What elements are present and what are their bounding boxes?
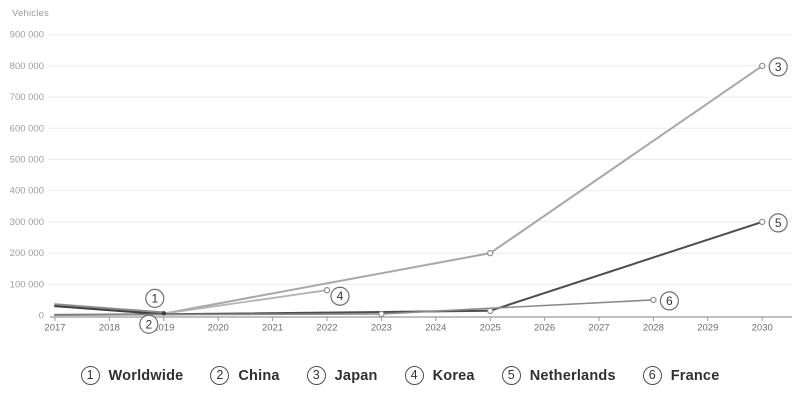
y-tick-label: 800 000 [10,61,44,72]
callout-number-china: 2 [145,317,152,331]
y-tick-label: 400 000 [10,186,44,197]
legend-number-netherlands: 5 [501,366,521,385]
y-tick-label: 100 000 [10,279,44,290]
callout-number-korea: 4 [337,289,344,303]
y-tick-label: 500 000 [10,155,44,166]
legend-number-japan: 3 [306,366,326,385]
legend-item-korea: 4 Korea [404,366,475,385]
series-line-china [54,305,165,316]
x-tick-label: 2028 [643,323,664,334]
legend-label-worldwide: Worldwide [108,367,184,384]
data-marker-japan [759,62,766,70]
x-tick-label: 2022 [316,323,337,334]
x-tick-label: 2017 [44,323,65,334]
callout-circle-china [139,314,159,334]
callout-number-france: 6 [666,294,673,308]
callout-number-japan: 3 [775,60,782,74]
legend: 1 Worldwide 2 China 3 Japan 4 Korea 5 Netherlands… [0,366,800,385]
legend-item-japan: 3 Japan [306,366,378,385]
legend-number-korea: 4 [404,366,424,385]
legend-label-china: China [238,367,280,384]
x-tick-label: 2020 [208,323,229,334]
legend-label-france: France [670,367,720,384]
data-marker-netherlands [487,307,494,315]
data-marker-france [650,296,657,304]
callout-circle-france [659,291,680,311]
legend-label-netherlands: Netherlands [529,367,616,384]
x-tick-label: 2019 [153,323,174,334]
legend-item-netherlands: 5 Netherlands [501,366,616,385]
y-axis-title: Vehicles [12,8,49,19]
legend-number-worldwide: 1 [80,366,100,385]
junction-marker [161,311,166,316]
x-tick-label: 2018 [99,323,120,334]
series-line-france [54,299,655,316]
x-tick-label: 2025 [480,323,501,334]
x-tick-label: 2026 [534,323,555,334]
legend-label-japan: Japan [334,367,378,384]
callout-circle-japan [768,57,788,77]
series-line-japan [162,64,764,315]
y-tick-label: 700 000 [10,92,44,103]
legend-label-korea: Korea [432,367,475,384]
y-tick-label: 900 000 [10,30,44,41]
y-tick-label: 0 [39,311,44,322]
x-tick-label: 2023 [371,323,392,334]
data-marker-japan [487,249,494,257]
legend-item-worldwide: 1 Worldwide [80,366,184,385]
legend-item-china: 2 China [210,366,279,385]
callout-circle-netherlands [768,213,788,233]
x-tick-label: 2030 [752,323,773,334]
legend-number-france: 6 [642,366,662,385]
y-tick-label: 300 000 [10,217,44,228]
x-tick-label: 2029 [697,323,718,334]
data-marker-netherlands [759,218,766,226]
series-line-korea [162,289,328,315]
data-marker-korea [323,287,331,294]
y-tick-label: 600 000 [10,123,44,134]
x-tick-label: 2027 [588,323,609,334]
series-line-worldwide [54,303,165,314]
legend-item-france: 6 France [642,366,720,385]
callout-number-netherlands: 5 [775,216,782,230]
vehicles-line-chart: 0 100 000 200 000 300 000 400 000 500 000 600 … [10,30,792,334]
callout-number-worldwide: 1 [151,291,158,305]
data-marker-france [378,310,385,318]
callout-circle-worldwide [145,288,165,308]
legend-number-china: 2 [210,366,230,385]
x-tick-label: 2024 [425,323,446,334]
y-tick-label: 200 000 [10,248,44,259]
x-tick-label: 2021 [262,323,283,334]
callout-circle-korea [330,286,350,306]
